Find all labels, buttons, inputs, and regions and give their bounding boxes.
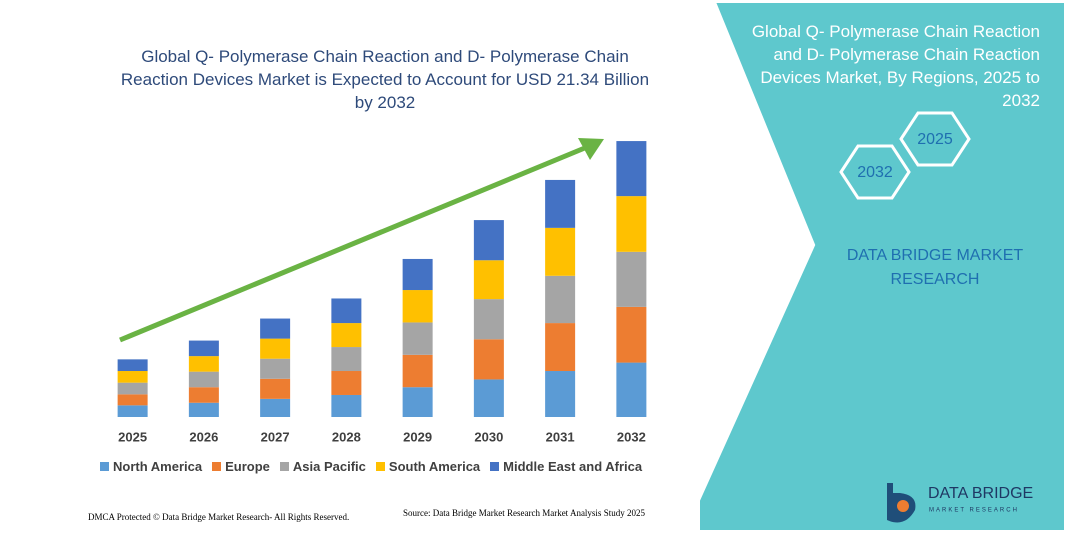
chart-title: Global Q- Polymerase Chain Reaction and … — [120, 47, 650, 112]
x-tick-label: 2026 — [189, 429, 218, 444]
side-panel-border — [694, 0, 1067, 533]
bar-segment — [402, 387, 433, 417]
bar-segment — [117, 382, 148, 395]
bar-segment — [188, 402, 219, 417]
legend-item: North America — [100, 459, 202, 474]
side-title: Global Q- Polymerase Chain Reaction and … — [751, 22, 1040, 110]
bar-segment — [402, 322, 433, 355]
legend-swatch — [490, 462, 500, 471]
bar-segment — [473, 299, 504, 340]
bar-segment — [545, 275, 576, 324]
bar-segment — [616, 196, 647, 252]
bar-segment — [260, 378, 291, 399]
legend-item: Middle East and Africa — [490, 459, 642, 474]
x-tick-label: 2032 — [617, 429, 646, 444]
side-brand: DATA BRIDGE MARKET RESEARCH — [846, 247, 1024, 288]
bar-segment — [188, 340, 219, 357]
bar-segment — [260, 398, 291, 417]
bar-segment — [117, 371, 148, 383]
bar-segment — [331, 371, 362, 395]
side-panel-bg — [697, 0, 1067, 533]
logo-icon — [887, 483, 916, 523]
x-tick-label: 2027 — [261, 429, 290, 444]
bar-segment — [616, 141, 647, 197]
bar-segment — [260, 338, 291, 359]
trend-arrow — [119, 142, 593, 343]
bar-segment — [402, 258, 433, 291]
legend-swatch — [375, 462, 385, 471]
bar-segment — [188, 387, 219, 403]
legend-label: South America — [388, 459, 481, 474]
hexagon — [839, 144, 911, 200]
trend-arrow-head — [578, 138, 604, 160]
bar-segment — [616, 362, 647, 417]
bar-segment — [331, 323, 362, 348]
bar-segment — [473, 379, 504, 417]
bar-segment — [545, 323, 576, 372]
legend-item: Asia Pacific — [279, 459, 366, 474]
legend-label: Europe — [225, 459, 270, 474]
footer-left: DMCA Protected © Data Bridge Market Rese… — [88, 512, 349, 522]
bar-segment — [473, 260, 504, 300]
bar-segment — [260, 358, 291, 379]
legend: North America Europe Asia Pacific South Ame… — [100, 459, 680, 474]
legend-label: Asia Pacific — [292, 459, 366, 474]
hexagon-label: 2025 — [917, 131, 953, 148]
legend-swatch — [212, 462, 222, 471]
bar-segment — [331, 298, 362, 324]
bar-segment — [545, 179, 576, 228]
hexagons: 2025 2032 — [839, 111, 971, 200]
bar-segment — [616, 306, 647, 363]
bar-segment — [402, 354, 433, 388]
footer-source: Source: Data Bridge Market Research Mark… — [403, 508, 645, 518]
legend-label: Middle East and Africa — [503, 459, 643, 474]
legend-label: North America — [113, 459, 203, 474]
bar-segment — [117, 359, 148, 372]
x-tick-label: 2028 — [332, 429, 361, 444]
bar-segment — [117, 394, 148, 406]
hexagon — [899, 111, 971, 167]
legend-item: South America — [375, 459, 481, 474]
bar-segment — [331, 347, 362, 372]
hexagon-label: 2032 — [857, 164, 893, 181]
bar-segment — [188, 371, 219, 388]
x-tick-label: 2025 — [118, 429, 147, 444]
bar-segment — [616, 251, 647, 307]
bar-segment — [260, 318, 291, 339]
x-tick-label: 2030 — [474, 429, 503, 444]
bar-segment — [402, 290, 433, 323]
bar-segment — [331, 394, 362, 417]
legend-swatch — [100, 462, 109, 471]
legend-swatch — [279, 462, 289, 471]
x-tick-label: 2031 — [546, 429, 575, 444]
bar-segment — [188, 356, 219, 372]
legend-item: Europe — [212, 459, 270, 474]
bar-segment — [545, 371, 576, 417]
x-tick-label: 2029 — [403, 429, 432, 444]
bar-segment — [117, 405, 148, 417]
logo-name: DATA BRIDGE — [928, 485, 1033, 502]
bar-segment — [545, 227, 576, 276]
bar-segment — [473, 220, 504, 261]
bar-segment — [473, 339, 504, 380]
logo-tagline: MARKET RESEARCH — [929, 508, 1019, 514]
